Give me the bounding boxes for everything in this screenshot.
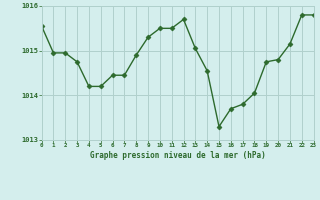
X-axis label: Graphe pression niveau de la mer (hPa): Graphe pression niveau de la mer (hPa) (90, 151, 266, 160)
